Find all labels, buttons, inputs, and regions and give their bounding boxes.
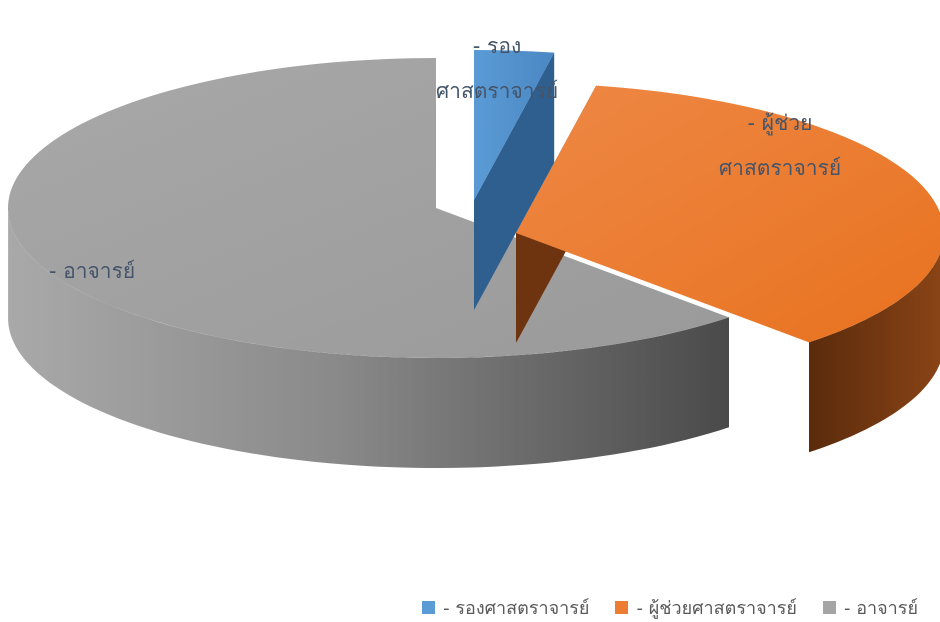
slice-wall [474, 52, 555, 310]
pie-slice-0 [474, 50, 555, 310]
slice-top [474, 50, 555, 200]
pie-slice-1 [516, 85, 940, 453]
legend-item-2: - อาจารย์ [822, 593, 918, 622]
slice-side [8, 211, 730, 468]
slice-top [8, 58, 729, 358]
legend-label: - รองศาสตราจารย์ [443, 598, 590, 619]
chart-legend: - รองศาสตราจารย์ - ผู้ช่วยศาสตราจารย์ - อา… [422, 593, 918, 622]
slice-label-1: - ผู้ช่วย [748, 111, 813, 136]
slice-label-1: ศาสตราจารย์ [719, 156, 841, 180]
pie-slice-2 [8, 58, 730, 468]
slice-label-0: ศาสตราจารย์ [436, 79, 558, 103]
slice-top [516, 85, 940, 343]
legend-item-1: - ผู้ช่วยศาสตราจารย์ [615, 593, 797, 622]
slice-side [809, 253, 940, 453]
slice-label-0: - รอง [473, 34, 521, 58]
legend-item-0: - รองศาสตราจารย์ [422, 593, 589, 622]
legend-swatch [615, 601, 629, 614]
slice-label-2: - อาจารย์ [49, 259, 135, 283]
legend-label: - ผู้ช่วยศาสตราจารย์ [636, 598, 797, 619]
legend-label: - อาจารย์ [843, 598, 918, 619]
legend-swatch [422, 601, 436, 614]
legend-swatch [822, 601, 836, 614]
